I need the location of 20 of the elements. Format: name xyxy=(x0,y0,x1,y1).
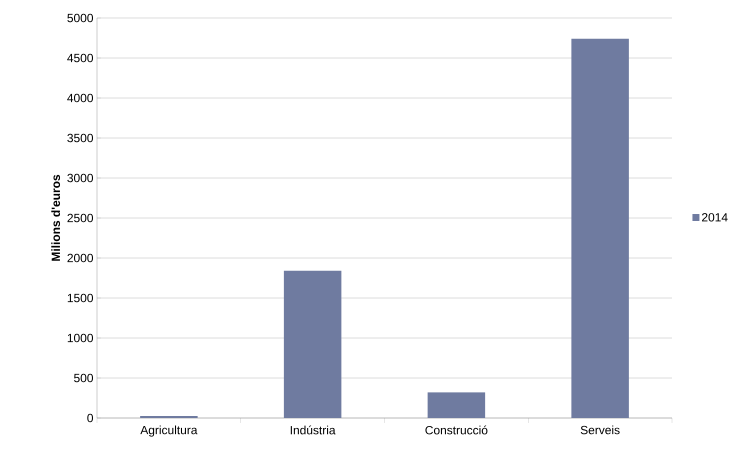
x-tick-label: Serveis xyxy=(580,426,620,434)
x-tick-label: Agricultura xyxy=(140,426,198,437)
x-tick-label: Construcció xyxy=(425,426,488,434)
bar xyxy=(571,38,629,418)
y-tick-label: 1000 xyxy=(68,334,94,342)
bar xyxy=(284,270,342,418)
y-axis-title: Milions d'euros xyxy=(51,174,60,261)
y-tick-label: 1500 xyxy=(68,294,94,302)
y-tick-label: 5000 xyxy=(67,14,94,22)
y-tick-label: 2500 xyxy=(67,214,94,222)
y-tick-label: 4000 xyxy=(67,94,94,102)
x-tick-label: Indústria xyxy=(290,426,336,434)
y-tick-label: 0 xyxy=(87,414,94,422)
legend-label: 2014 xyxy=(702,213,728,222)
y-tick-label: 2000 xyxy=(67,254,94,262)
y-tick-label: 3500 xyxy=(67,134,94,142)
y-tick-label: 500 xyxy=(74,374,94,382)
bar xyxy=(428,392,486,418)
y-tick-label: 3000 xyxy=(67,174,94,182)
y-tick-label: 4500 xyxy=(67,54,94,62)
